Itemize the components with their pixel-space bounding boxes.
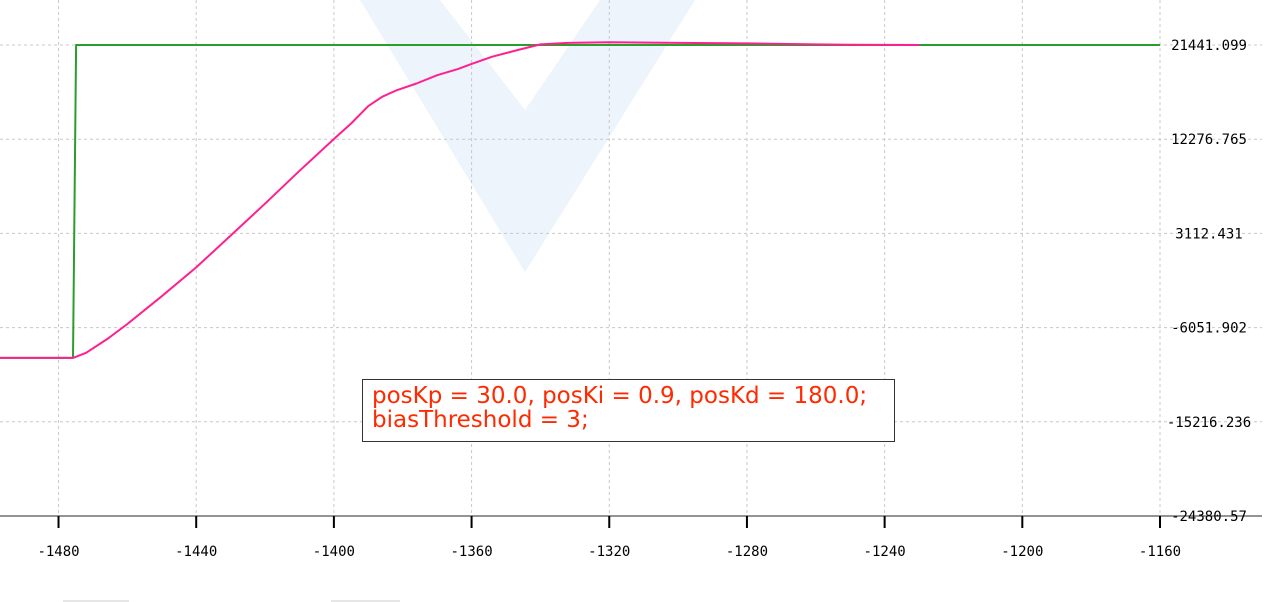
y-tick-label: -6051.902 [1171,321,1247,337]
x-tick-label: -1240 [864,544,906,560]
x-tick-label: -1280 [726,544,768,560]
x-tick-label: -1360 [450,544,492,560]
series-line-1 [0,41,920,359]
y-tick-label: 12276.765 [1171,132,1247,148]
y-tick-label: -15216.236 [1167,415,1251,431]
bottom-control-stub-1 [63,600,129,602]
annotation-line-2: biasThreshold = 3; [372,407,589,433]
series-layer [0,41,1160,359]
watermark-logo [360,0,695,272]
x-tick-label: -1480 [37,544,79,560]
x-tick-label: -1440 [175,544,217,560]
annotation-line-1: posKp = 30.0, posKi = 0.9, posKd = 180.0… [372,383,868,409]
x-tick-label: -1160 [1139,544,1181,560]
x-axis-ticks: -1480 -1440 -1400 -1360 -1320 -1280 -1240 -1200… [37,516,1181,560]
x-tick-label: -1200 [1001,544,1043,560]
x-tick-label: -1400 [313,544,355,560]
parameter-annotation-box: posKp = 30.0, posKi = 0.9, posKd = 180.0… [362,379,895,442]
x-tick-label: -1320 [588,544,630,560]
y-axis-ticks: 21441.099 12276.765 3112.431 -6051.902 -1521… [1167,38,1251,525]
y-tick-label: 21441.099 [1171,38,1247,54]
y-tick-label: -24380.57 [1171,509,1247,525]
bottom-control-stub-2 [331,600,400,602]
y-tick-label: 3112.431 [1175,226,1242,242]
